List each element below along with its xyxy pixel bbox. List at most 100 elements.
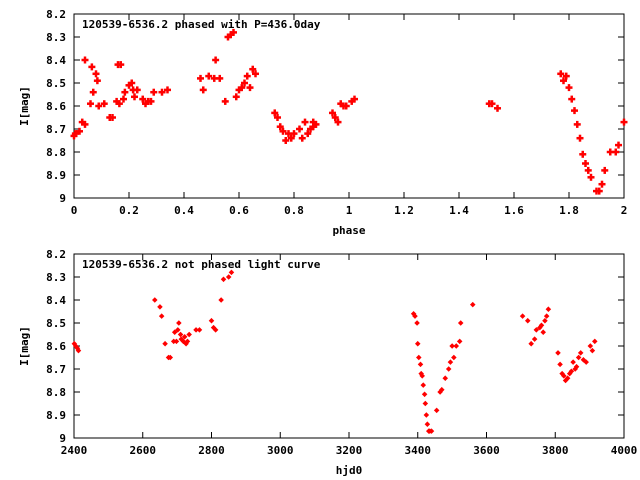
data-point [543,313,550,319]
data-point [571,107,578,115]
x-tick-labels: 0 0.2 0.4 0.6 0.8 1 1.2 1.4 1.6 1.8 2 [71,204,628,217]
x-tick-label: 3600 [473,444,500,457]
x-tick-label: 2600 [130,444,157,457]
data-point [561,373,567,379]
data-point [246,84,254,92]
data-point [176,320,182,326]
data-point [560,77,567,85]
data-point [88,63,96,71]
data-point [488,100,496,108]
x-axis-title: phase [332,224,365,237]
data-point [139,95,147,103]
data-point [76,127,83,135]
data-point [212,56,220,64]
x-tick-label: 0.6 [229,204,249,217]
data-point [601,166,609,174]
y-tick-label: 8.5 [46,317,66,330]
data-point [158,313,165,319]
data-point [568,368,575,375]
data-point [220,276,227,283]
data-point [595,187,603,195]
data-point [147,97,155,105]
x-tick-label: 1 [346,204,353,217]
data-points [70,28,628,195]
x-tick-label: 2 [621,204,628,217]
data-point [290,130,298,138]
data-point [282,137,290,144]
x-tick-label: 0 [71,204,78,217]
data-point [419,373,425,379]
data-point [158,88,166,96]
data-point [87,100,94,108]
y-tick-label: 8.2 [46,248,66,261]
y-axis-title: I[mag] [18,326,31,366]
data-point [331,114,339,121]
x-tick-label: 4000 [611,444,638,457]
axis-ticks [73,13,625,199]
y-tick-label: 8.3 [46,271,66,284]
data-point [177,331,184,338]
data-point [442,375,449,381]
data-point [92,70,100,78]
data-point [542,317,548,324]
data-point [71,130,79,138]
data-point [589,347,596,354]
data-point [456,338,463,345]
x-tick-label: 1.6 [504,204,524,217]
data-point [212,327,219,333]
data-point [287,134,295,142]
chart-title: 120539-6536.2 phased with P=436.0day [82,18,321,31]
data-point [252,70,259,78]
data-point [167,354,174,361]
data-point [171,329,178,335]
data-point [583,359,589,365]
data-point [568,95,576,103]
x-tick-label: 2800 [198,444,225,457]
data-point [296,125,303,133]
x-tick-label: 1.2 [394,204,414,217]
data-point [573,120,581,128]
data-point [312,120,320,128]
data-point [95,102,103,110]
data-point [279,127,287,135]
data-point [433,407,440,414]
data-point [524,317,531,324]
data-point [249,65,257,73]
data-point [447,359,454,365]
data-point [557,70,565,78]
data-point [184,338,191,345]
data-point [573,363,580,370]
data-point [271,109,279,117]
data-point [451,354,457,361]
data-point [416,354,422,361]
data-point [164,86,171,94]
axis-ticks [73,253,625,439]
y-tick-label: 8.3 [46,31,66,44]
data-point [457,320,464,326]
data-point [276,123,284,131]
data-point [533,327,540,333]
y-tick-label: 8.6 [46,340,66,353]
data-point [453,343,460,349]
data-point [424,421,431,427]
y-tick-labels: 8.2 8.3 8.4 8.5 8.6 8.7 8.8 8.9 9 [46,8,66,205]
y-tick-label: 8.9 [46,409,66,422]
x-axis-title: hjd0 [336,464,363,477]
data-point [241,79,248,87]
chart-title: 120539-6536.2 not phased light curve [82,258,321,271]
data-point [428,428,435,434]
data-point [197,74,204,82]
y-tick-label: 8.5 [46,77,66,90]
data-point [351,95,358,103]
phased-light-curve-panel: 0 0.2 0.4 0.6 0.8 1 1.2 1.4 1.6 1.8 2 8.2 8.3 8.4 8.5… [18,8,628,237]
data-point [115,100,123,108]
data-point [414,320,420,326]
data-point [538,322,545,329]
data-point [117,61,125,69]
data-point [570,359,576,365]
data-point [208,317,215,324]
data-point [133,86,141,94]
y-tick-label: 8.7 [46,363,66,376]
data-point [412,313,418,319]
